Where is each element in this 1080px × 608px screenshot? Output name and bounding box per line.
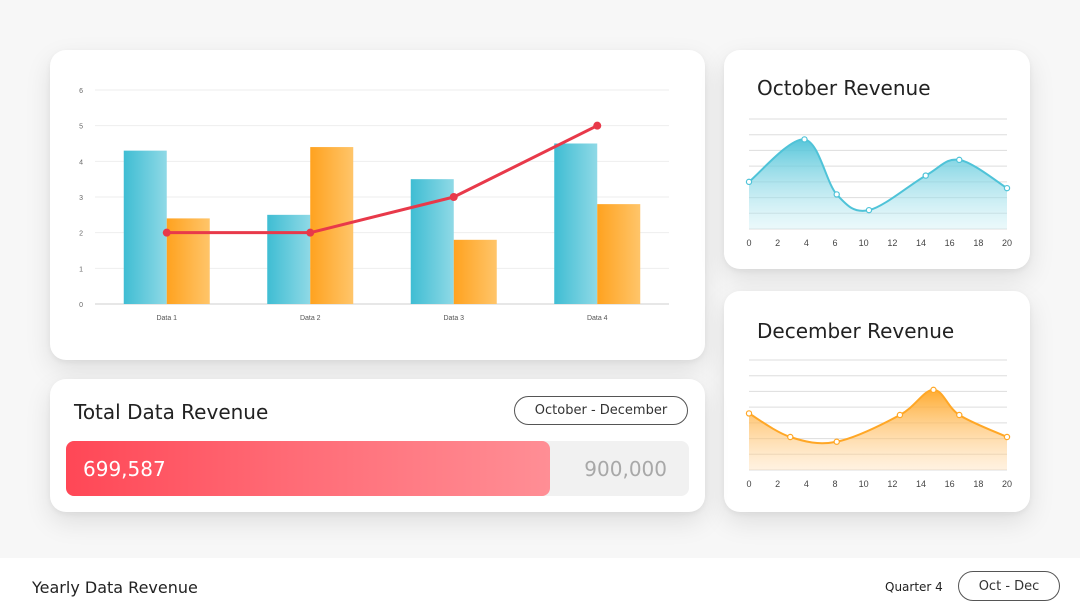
x-tick-label: 2: [775, 479, 780, 489]
x-tick-label: 2: [775, 238, 780, 248]
revenue-progress-fill: 699,587: [66, 441, 551, 496]
december-revenue-card: December Revenue 0 2 4 8 10 12 14 16 18 20: [724, 291, 1030, 512]
x-tick-label: Data 3: [443, 315, 464, 322]
bar: [597, 204, 641, 304]
line-point: [162, 228, 171, 237]
total-revenue-card: Total Data Revenue October - December 69…: [50, 379, 705, 512]
y-tick-label: 4: [79, 159, 83, 166]
area-point: [801, 136, 808, 143]
footer-title: Yearly Data Revenue: [32, 578, 198, 597]
x-tick-label: 18: [973, 238, 983, 248]
x-tick-label: 16: [945, 238, 955, 248]
x-tick-label: 10: [859, 479, 869, 489]
line-series: [166, 124, 598, 235]
x-tick-label: 6: [832, 238, 837, 248]
october-revenue-card: October Revenue 0 2 4 6 10 12 14 16 18 20: [724, 50, 1030, 269]
x-tick-label: 8: [832, 479, 837, 489]
y-tick-label: 1: [79, 266, 83, 273]
line-point: [449, 193, 458, 201]
line-point: [593, 121, 602, 130]
area-point: [865, 206, 873, 214]
y-tick-label: 0: [79, 302, 83, 309]
area-point: [1003, 184, 1011, 192]
date-range-button[interactable]: October - December: [514, 396, 688, 425]
area-fill: [749, 389, 1007, 470]
x-tick-label: 12: [887, 238, 897, 248]
october-revenue-title: October Revenue: [757, 76, 931, 100]
area-point: [922, 172, 929, 179]
x-tick-label: 20: [1002, 238, 1012, 248]
revenue-value: 699,587: [83, 457, 166, 481]
x-tick-label: Data 2: [300, 315, 321, 322]
x-tick-label: 18: [973, 479, 983, 489]
bar: [267, 214, 311, 304]
y-tick-label: 6: [79, 88, 83, 95]
x-tick-label: Data 4: [587, 315, 608, 322]
quarter-label: Quarter 4: [885, 580, 943, 594]
x-tick-label: 0: [746, 479, 751, 489]
x-tick-label: 20: [1002, 479, 1012, 489]
december-revenue-chart: 0 2 4 8 10 12 14 16 18 20: [745, 359, 1012, 489]
main-chart: 0 1 2 3 4 5 6 Data 1 Data 2 Data 3 Data 4: [79, 88, 669, 322]
total-revenue-title: Total Data Revenue: [74, 400, 269, 424]
x-tick-label: 16: [945, 479, 955, 489]
area-point: [956, 156, 963, 164]
area-point: [745, 178, 753, 186]
x-tick-label: 12: [887, 479, 897, 489]
area-point: [930, 386, 937, 394]
bar: [123, 150, 167, 304]
area-point: [787, 433, 794, 441]
area-fill: [749, 139, 1007, 229]
y-tick-label: 3: [79, 195, 83, 202]
area-point: [833, 438, 840, 445]
bar: [310, 147, 354, 304]
y-tick-label: 2: [79, 231, 83, 238]
area-point: [956, 411, 963, 419]
area-point: [896, 411, 904, 419]
x-tick-label: 14: [916, 238, 926, 248]
x-tick-label: 4: [804, 479, 809, 489]
x-tick-label: 4: [804, 238, 809, 248]
line-point: [306, 228, 315, 237]
revenue-target: 900,000: [584, 457, 667, 481]
x-tick-label: 14: [916, 479, 926, 489]
footer-bar: Yearly Data Revenue Quarter 4 Oct - Dec: [0, 558, 1080, 608]
revenue-progress-track: 699,587 900,000: [66, 441, 689, 496]
x-tick-label: 10: [859, 238, 869, 248]
december-revenue-title: December Revenue: [757, 319, 955, 343]
y-tick-label: 5: [79, 124, 83, 131]
x-tick-label: Data 1: [156, 315, 177, 322]
area-point: [833, 191, 840, 198]
period-button[interactable]: Oct - Dec: [958, 571, 1060, 601]
area-point: [1003, 433, 1011, 441]
main-chart-card: 0 1 2 3 4 5 6 Data 1 Data 2 Data 3 Data 4: [50, 50, 705, 360]
bar: [554, 143, 598, 304]
x-tick-label: 0: [746, 238, 751, 248]
area-point: [745, 410, 753, 417]
bar: [453, 239, 497, 304]
october-revenue-chart: 0 2 4 6 10 12 14 16 18 20: [745, 118, 1012, 248]
